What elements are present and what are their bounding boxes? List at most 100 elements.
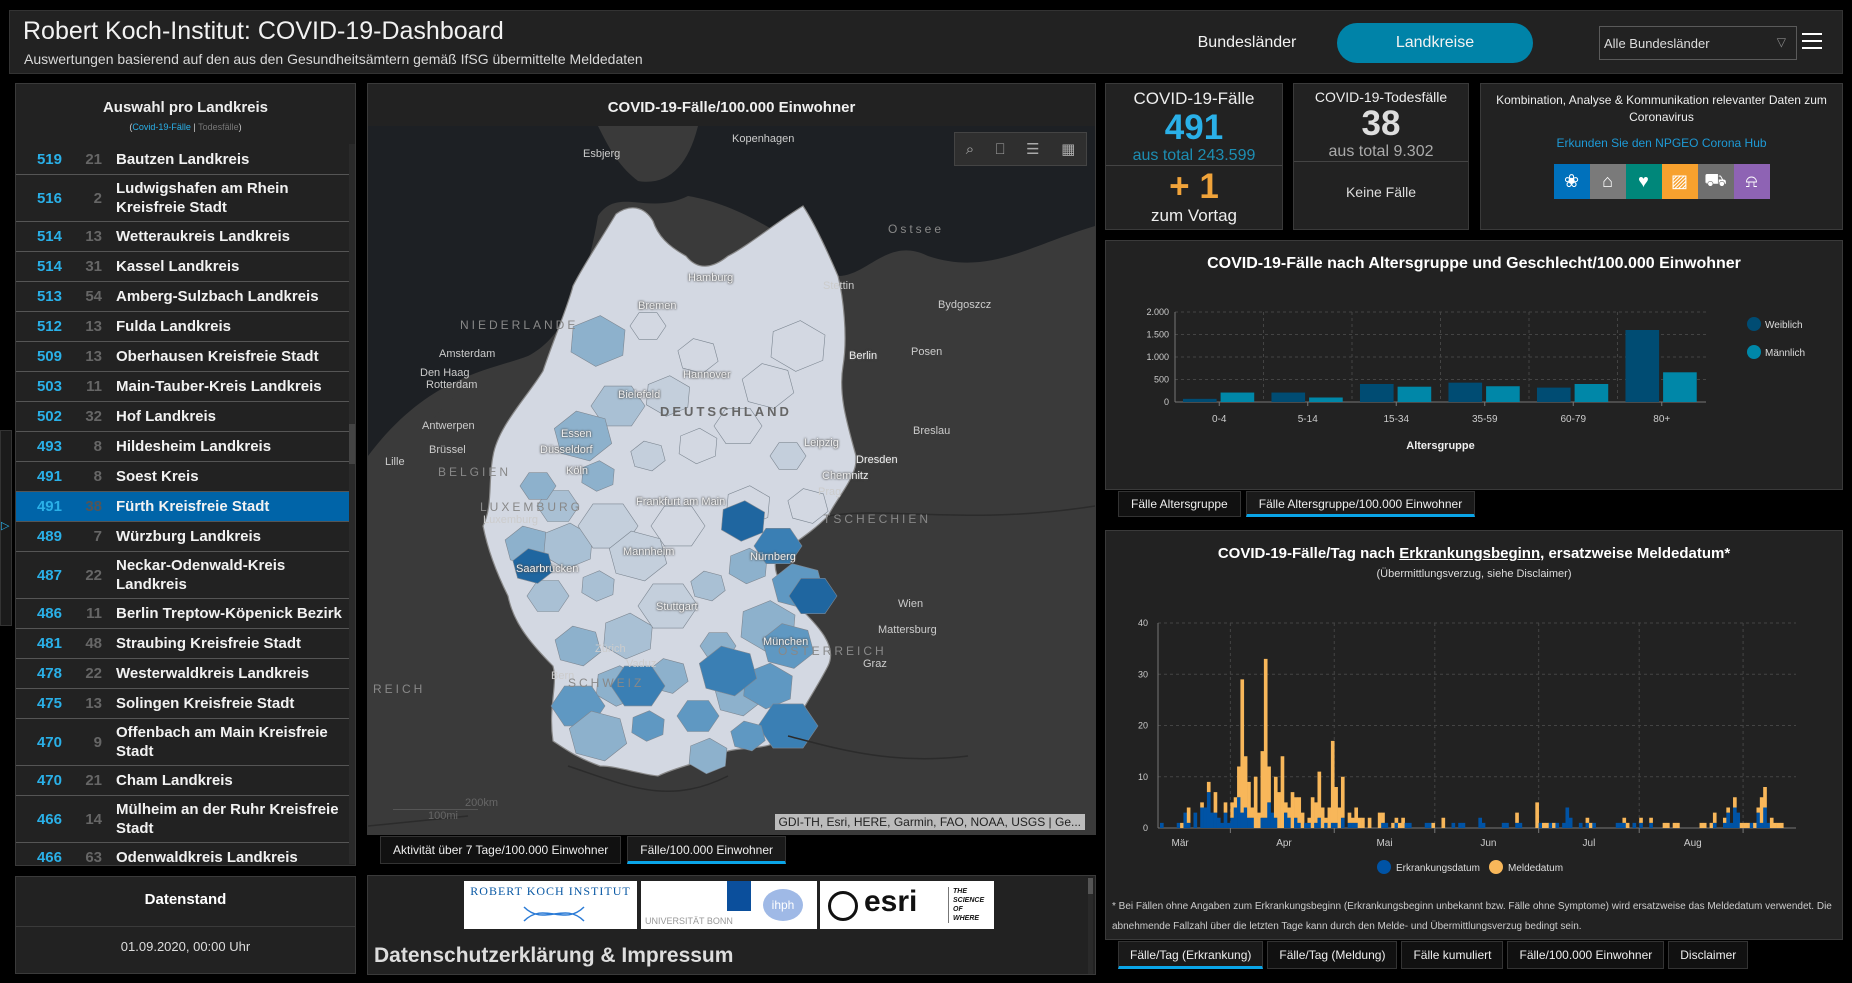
daily-bar-melde[interactable]: [1753, 822, 1757, 828]
district-polygons[interactable]: [504, 312, 838, 775]
daily-bar-melde[interactable]: [1300, 812, 1305, 828]
daily-bar-melde[interactable]: [1739, 822, 1744, 828]
daily-bar-melde[interactable]: [1243, 756, 1248, 808]
district-polygon[interactable]: [741, 363, 795, 409]
daily-bar-erkrankung[interactable]: [1160, 822, 1164, 828]
landkreis-row[interactable]: 478 22 Westerwaldkreis Landkreis: [16, 659, 351, 689]
esri-logo[interactable]: esri THE SCIENCE OF WHERE: [820, 881, 994, 929]
daily-bar-melde[interactable]: [1367, 817, 1372, 828]
district-polygon[interactable]: [519, 472, 557, 500]
daily-bar-erkrankung[interactable]: [1481, 822, 1486, 828]
daily-bar-erkrankung[interactable]: [1233, 807, 1238, 829]
daily-bar-melde[interactable]: [1320, 807, 1325, 829]
daily-bar-erkrankung[interactable]: [1260, 817, 1265, 828]
daily-bar-erkrankung[interactable]: [1203, 807, 1208, 829]
daily-bar-melde[interactable]: [1247, 781, 1251, 818]
daily-bar-melde[interactable]: [1277, 792, 1281, 828]
daily-legend-dot[interactable]: [1489, 860, 1503, 874]
daily-bar-melde[interactable]: [1240, 679, 1245, 813]
daily-bar-erkrankung[interactable]: [1766, 822, 1771, 828]
daily-bar-erkrankung[interactable]: [1515, 822, 1519, 828]
impressum-heading[interactable]: Datenschutzerklärung & Impressum: [374, 944, 734, 967]
daily-bar-erkrankung[interactable]: [1227, 822, 1231, 828]
age-bar-männlich[interactable]: [1663, 372, 1697, 402]
age-bar-weiblich[interactable]: [1448, 382, 1483, 402]
daily-bar-melde[interactable]: [1662, 822, 1667, 828]
daily-bar-melde[interactable]: [1763, 787, 1767, 808]
daily-bar-melde[interactable]: [1237, 766, 1241, 798]
daily-bar-melde[interactable]: [1330, 740, 1335, 823]
daily-bar-erkrankung[interactable]: [1632, 822, 1637, 828]
daily-bar-erkrankung[interactable]: [1538, 822, 1543, 828]
daily-legend-label[interactable]: Erkrankungsdatum: [1396, 863, 1480, 874]
daily-bar-erkrankung[interactable]: [1404, 822, 1409, 828]
daily-bar-melde[interactable]: [1672, 822, 1677, 828]
daily-bar-erkrankung[interactable]: [1304, 822, 1308, 828]
landkreis-row[interactable]: 514 31 Kassel Landkreis: [16, 252, 351, 282]
daily-bar-erkrankung[interactable]: [1639, 822, 1643, 828]
daily-bar-melde[interactable]: [1297, 797, 1302, 823]
district-polygon[interactable]: [690, 570, 726, 602]
age-bar-männlich[interactable]: [1220, 392, 1255, 402]
daily-bar-erkrankung[interactable]: [1183, 812, 1188, 828]
daily-bar-erkrankung[interactable]: [1263, 817, 1268, 828]
bonn-logo[interactable]: UNIVERSITÄT BONN ihph: [641, 881, 817, 929]
district-polygon[interactable]: [698, 645, 758, 697]
daily-bar-melde[interactable]: [1314, 802, 1318, 823]
daily-bar-erkrankung[interactable]: [1287, 817, 1291, 828]
daily-bar-erkrankung[interactable]: [1478, 817, 1483, 828]
hamburger-menu-icon[interactable]: [1802, 33, 1822, 51]
daily-bar-melde[interactable]: [1253, 776, 1258, 828]
daily-bar-erkrankung[interactable]: [1206, 792, 1211, 828]
daily-bar-melde[interactable]: [1649, 817, 1653, 823]
tab-daily-1[interactable]: Fälle/Tag (Meldung): [1267, 941, 1398, 969]
daily-bar-erkrankung[interactable]: [1505, 822, 1509, 828]
daily-bar-erkrankung[interactable]: [1518, 822, 1523, 828]
age-bar-weiblich[interactable]: [1182, 398, 1217, 402]
district-polygon[interactable]: [677, 338, 719, 374]
tab-daily-4[interactable]: Disclaimer: [1668, 941, 1749, 969]
daily-bar-melde[interactable]: [1779, 822, 1784, 828]
daily-bar-melde[interactable]: [1294, 797, 1298, 818]
daily-bar-melde[interactable]: [1233, 797, 1238, 808]
tab-daily-3[interactable]: Fälle/100.000 Einwohner: [1507, 941, 1665, 969]
daily-bar-erkrankung[interactable]: [1712, 822, 1717, 828]
district-polygon[interactable]: [553, 410, 613, 462]
landkreis-row[interactable]: 470 9 Offenbach am Main Kreisfreie Stadt: [16, 719, 351, 766]
district-polygon[interactable]: [761, 623, 815, 669]
landkreis-row[interactable]: 486 11 Berlin Treptow-Köpenick Bezirk: [16, 599, 351, 629]
daily-bar-erkrankung[interactable]: [1351, 822, 1355, 828]
daily-bar-erkrankung[interactable]: [1622, 822, 1627, 828]
daily-bar-melde[interactable]: [1327, 807, 1332, 829]
daily-bar-melde[interactable]: [1280, 756, 1285, 828]
district-polygon[interactable]: [721, 500, 765, 542]
daily-bar-erkrankung[interactable]: [1267, 802, 1271, 828]
daily-bar-melde[interactable]: [1324, 817, 1328, 823]
district-polygon[interactable]: [631, 710, 665, 742]
district-polygon[interactable]: [753, 527, 803, 565]
daily-bar-erkrankung[interactable]: [1565, 807, 1570, 829]
daily-bar-melde[interactable]: [1769, 817, 1774, 828]
plant-hand-icon[interactable]: ❀: [1553, 164, 1590, 199]
district-polygon[interactable]: [568, 710, 628, 762]
hub-icons[interactable]: ❀ ⌂ ♥ ▨ ⛟ ⍾: [1481, 164, 1842, 199]
bundesland-select[interactable]: Alle Bundesländer ▽: [1599, 26, 1797, 60]
daily-bar-melde[interactable]: [1267, 766, 1271, 803]
daily-bar-melde[interactable]: [1535, 802, 1539, 828]
daily-bar-erkrankung[interactable]: [1347, 822, 1352, 828]
daily-bar-erkrankung[interactable]: [1501, 822, 1506, 828]
nav-landkreise-button[interactable]: Landkreise: [1337, 23, 1533, 63]
district-polygon[interactable]: [608, 530, 668, 582]
daily-bar-erkrankung[interactable]: [1324, 822, 1328, 828]
daily-bar-melde[interactable]: [1307, 817, 1312, 823]
landkreis-row[interactable]: 503 11 Main-Tauber-Kreis Landkreis: [16, 372, 351, 402]
landkreis-row[interactable]: 487 22 Neckar-Odenwald-Kreis Landkreis: [16, 552, 351, 599]
daily-bar-melde[interactable]: [1585, 817, 1590, 823]
landkreis-row[interactable]: 466 14 Mülheim an der Ruhr Kreisfreie Stad…: [16, 796, 351, 843]
daily-bar-melde[interactable]: [1260, 751, 1265, 818]
daily-bar-erkrankung[interactable]: [1243, 807, 1248, 829]
daily-bar-erkrankung[interactable]: [1340, 817, 1345, 828]
age-bar-weiblich[interactable]: [1271, 392, 1306, 402]
daily-bar-erkrankung[interactable]: [1756, 812, 1761, 828]
landkreis-row[interactable]: 489 7 Würzburg Landkreis: [16, 522, 351, 552]
